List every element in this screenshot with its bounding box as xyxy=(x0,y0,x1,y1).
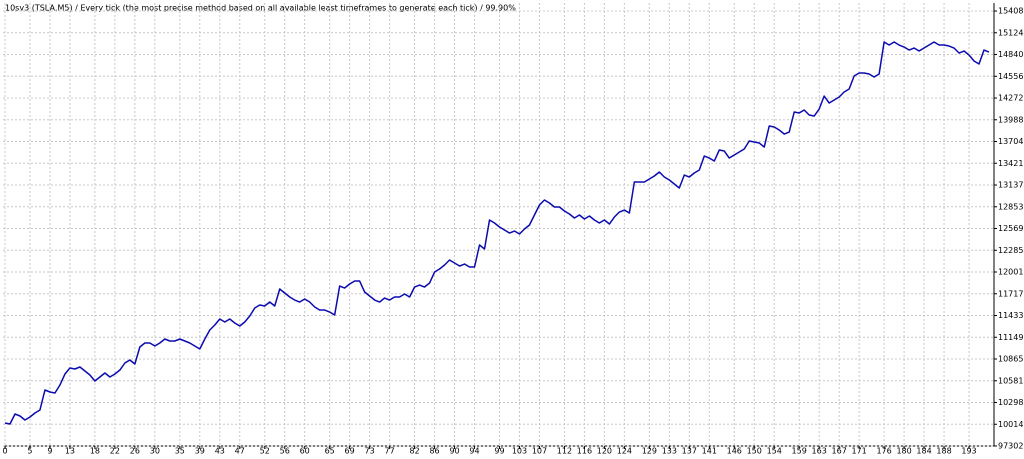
x-tick-label: 120 xyxy=(597,447,612,456)
x-tick-label: 180 xyxy=(896,447,911,456)
y-tick-label: 105819 xyxy=(998,376,1024,385)
y-tick-label: 142727 xyxy=(998,94,1024,103)
y-tick-label: 134210 xyxy=(998,159,1024,168)
x-tick-label: 47 xyxy=(235,447,245,456)
x-tick-label: 150 xyxy=(747,447,762,456)
x-tick-label: 86 xyxy=(429,447,439,456)
x-tick-label: 39 xyxy=(195,447,205,456)
x-tick-label: 163 xyxy=(812,447,827,456)
x-tick-label: 112 xyxy=(557,447,572,456)
x-tick-label: 167 xyxy=(832,447,847,456)
y-tick-label: 154083 xyxy=(998,7,1024,16)
y-tick-label: 97302 xyxy=(998,442,1023,451)
x-tick-label: 188 xyxy=(936,447,951,456)
x-tick-label: 77 xyxy=(385,447,395,456)
y-tick-label: 111497 xyxy=(998,333,1024,342)
x-tick-label: 56 xyxy=(280,447,290,456)
x-tick-label: 159 xyxy=(792,447,807,456)
y-tick-label: 128532 xyxy=(998,202,1024,211)
x-tick-label: 0 xyxy=(2,447,7,456)
x-tick-label: 5 xyxy=(27,447,32,456)
y-tick-label: 102980 xyxy=(998,398,1024,407)
x-tick-label: 69 xyxy=(345,447,355,456)
x-tick-label: 60 xyxy=(300,447,310,456)
x-tick-label: 103 xyxy=(512,447,527,456)
y-tick-label: 139888 xyxy=(998,115,1024,124)
x-tick-label: 137 xyxy=(682,447,697,456)
x-tick-label: 18 xyxy=(90,447,100,456)
x-tick-label: 171 xyxy=(851,447,866,456)
y-tick-label: 114336 xyxy=(998,311,1024,320)
x-tick-label: 65 xyxy=(325,447,335,456)
x-tick-label: 82 xyxy=(409,447,419,456)
x-tick-label: 30 xyxy=(150,447,160,456)
x-tick-label: 9 xyxy=(47,447,52,456)
x-tick-label: 146 xyxy=(727,447,742,456)
x-tick-label: 52 xyxy=(260,447,270,456)
x-tick-label: 22 xyxy=(110,447,120,456)
y-tick-label: 122854 xyxy=(998,246,1024,255)
y-tick-label: 108658 xyxy=(998,355,1024,364)
x-tick-label: 184 xyxy=(916,447,931,456)
x-tick-label: 141 xyxy=(702,447,717,456)
y-tick-label: 148405 xyxy=(998,50,1024,59)
x-tick-label: 176 xyxy=(876,447,891,456)
chart-title: 10sv3 (TSLA,M5) / Every tick (the most p… xyxy=(5,4,516,13)
x-tick-label: 193 xyxy=(961,447,976,456)
x-tick-label: 35 xyxy=(175,447,185,456)
y-tick-label: 151244 xyxy=(998,28,1024,37)
x-tick-label: 107 xyxy=(532,447,547,456)
x-tick-label: 99 xyxy=(494,447,504,456)
x-tick-label: 129 xyxy=(642,447,657,456)
x-tick-label: 13 xyxy=(65,447,75,456)
x-tick-label: 43 xyxy=(215,447,225,456)
y-tick-label: 117176 xyxy=(998,289,1024,298)
y-tick-label: 145566 xyxy=(998,72,1024,81)
y-tick-label: 125693 xyxy=(998,224,1024,233)
x-tick-label: 124 xyxy=(617,447,632,456)
x-tick-label: 73 xyxy=(365,447,375,456)
balance-line xyxy=(4,41,990,425)
x-tick-label: 154 xyxy=(767,447,782,456)
y-tick-label: 137049 xyxy=(998,137,1024,146)
y-tick-label: 120015 xyxy=(998,268,1024,277)
x-tick-label: 94 xyxy=(469,447,479,456)
x-tick-label: 133 xyxy=(662,447,677,456)
x-tick-label: 26 xyxy=(130,447,140,456)
x-tick-label: 116 xyxy=(577,447,592,456)
x-tick-label: 90 xyxy=(449,447,459,456)
